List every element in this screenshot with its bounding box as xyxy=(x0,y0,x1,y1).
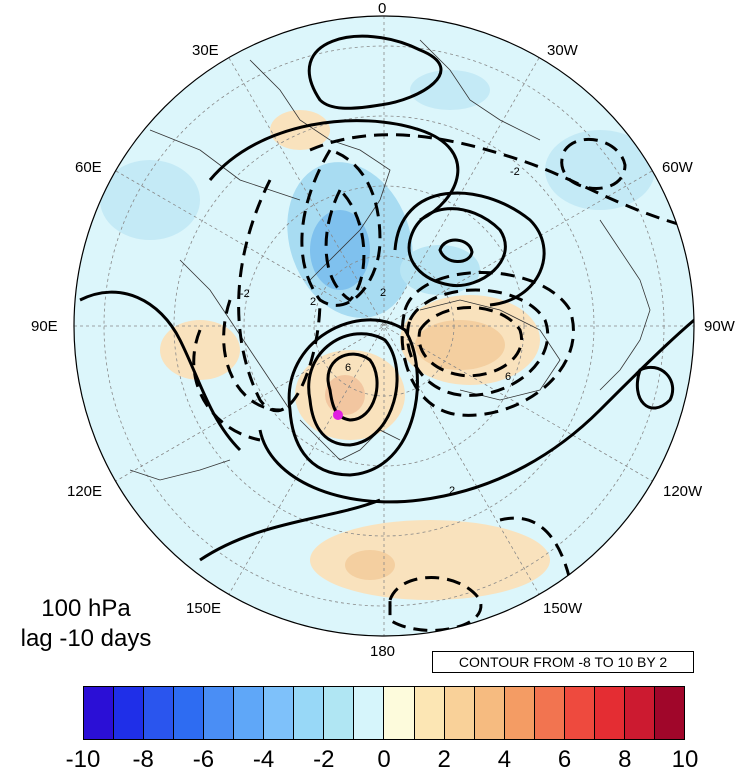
colorbar-swatch xyxy=(354,687,385,739)
contour-negative xyxy=(222,299,281,412)
colorbar-tick-label: -4 xyxy=(252,746,275,773)
contour-negative xyxy=(309,133,694,232)
contour-negative xyxy=(400,271,575,417)
contour-info-box: CONTOUR FROM -8 TO 10 BY 2 xyxy=(432,651,694,673)
colorbar-tick-label: 4 xyxy=(497,746,512,773)
colorbar-tick-label: -6 xyxy=(192,746,215,773)
lon-label-150e: 150E xyxy=(186,600,222,617)
colorbar-swatch xyxy=(414,687,445,739)
colorbar-tick-label: -2 xyxy=(313,746,335,773)
lon-label-180: 180 xyxy=(370,643,396,660)
contour-label: 2 xyxy=(310,296,316,308)
contour-positive xyxy=(307,332,399,447)
lon-label-150w: 150W xyxy=(543,600,583,617)
colorbar-swatch xyxy=(84,687,115,739)
lon-label-90w: 90W xyxy=(704,318,735,335)
contour-label: -2 xyxy=(510,166,520,178)
colorbar-tick-label: 6 xyxy=(557,746,572,773)
contour-negative xyxy=(192,329,261,442)
contour-negative xyxy=(388,576,483,632)
contour-negative xyxy=(405,288,550,397)
colorbar xyxy=(83,686,685,740)
colorbar-swatch xyxy=(474,687,505,739)
colorbar-swatch xyxy=(144,687,175,739)
contours-negative xyxy=(192,133,694,632)
colorbar-swatch xyxy=(234,687,265,739)
contour-label: -2 xyxy=(240,288,250,300)
colorbar-tick-label: 0 xyxy=(377,746,391,773)
colorbar-swatch xyxy=(324,687,355,739)
colorbar-swatch xyxy=(174,687,205,739)
contour-labels: -2 2 2 6 6 -2 2 xyxy=(240,166,520,497)
contour-positive xyxy=(438,238,474,263)
caption-lag: lag -10 days xyxy=(20,625,152,652)
colorbar-swatch xyxy=(384,687,415,739)
contour-label: 6 xyxy=(345,362,351,374)
map-border xyxy=(73,15,695,637)
contour-positive xyxy=(393,191,546,307)
colorbar-swatch xyxy=(594,687,625,739)
magenta-dot-marker xyxy=(333,410,343,420)
colorbar-swatch xyxy=(624,687,655,739)
lon-label-30w: 30W xyxy=(547,42,578,59)
colorbar-swatch xyxy=(294,687,325,739)
lon-label-120e: 120E xyxy=(67,483,103,500)
colorbar-swatch xyxy=(654,687,684,739)
lon-label-120w: 120W xyxy=(663,483,703,500)
contour-negative xyxy=(417,306,524,378)
contour-positive xyxy=(79,290,242,452)
lon-label-60e: 60E xyxy=(75,159,102,176)
lon-label-0: 0 xyxy=(378,0,387,17)
colorbar-tick-label: 8 xyxy=(618,746,632,773)
contour-negative xyxy=(300,148,382,307)
map-caption: 100 hPa lag -10 days xyxy=(0,594,172,654)
lon-label-30e: 30E xyxy=(192,42,219,59)
colorbar-tick-label: -8 xyxy=(132,746,154,773)
colorbar-swatch xyxy=(534,687,565,739)
colorbar-tick-label: -10 xyxy=(65,746,101,773)
contour-label: 2 xyxy=(380,287,386,299)
caption-level: 100 hPa xyxy=(41,595,131,622)
lon-label-60w: 60W xyxy=(662,159,693,176)
contour-negative xyxy=(499,516,572,581)
contour-label: 6 xyxy=(505,371,511,383)
colorbar-tick-label: 2 xyxy=(437,746,451,773)
contour-negative xyxy=(237,179,322,413)
map-disc xyxy=(74,16,694,636)
contour-positive xyxy=(258,298,694,504)
lon-label-90e: 90E xyxy=(31,318,58,335)
colorbar-swatch xyxy=(504,687,535,739)
contour-positive xyxy=(199,498,381,562)
colorbar-swatch xyxy=(564,687,595,739)
contour-positive xyxy=(208,119,460,222)
colorbar-tick-label: 10 xyxy=(671,746,699,773)
contour-positive xyxy=(307,34,443,110)
colorbar-swatch xyxy=(444,687,475,739)
contour-positive xyxy=(635,365,675,410)
colorbar-swatch xyxy=(264,687,295,739)
shading xyxy=(100,70,655,600)
colorbar-swatch xyxy=(114,687,145,739)
contour-label: 2 xyxy=(449,485,455,497)
contour-negative xyxy=(324,187,366,302)
colorbar-swatch xyxy=(204,687,235,739)
contour-negative xyxy=(560,137,627,190)
longitude-grid xyxy=(74,16,694,636)
contour-positive xyxy=(407,207,507,288)
